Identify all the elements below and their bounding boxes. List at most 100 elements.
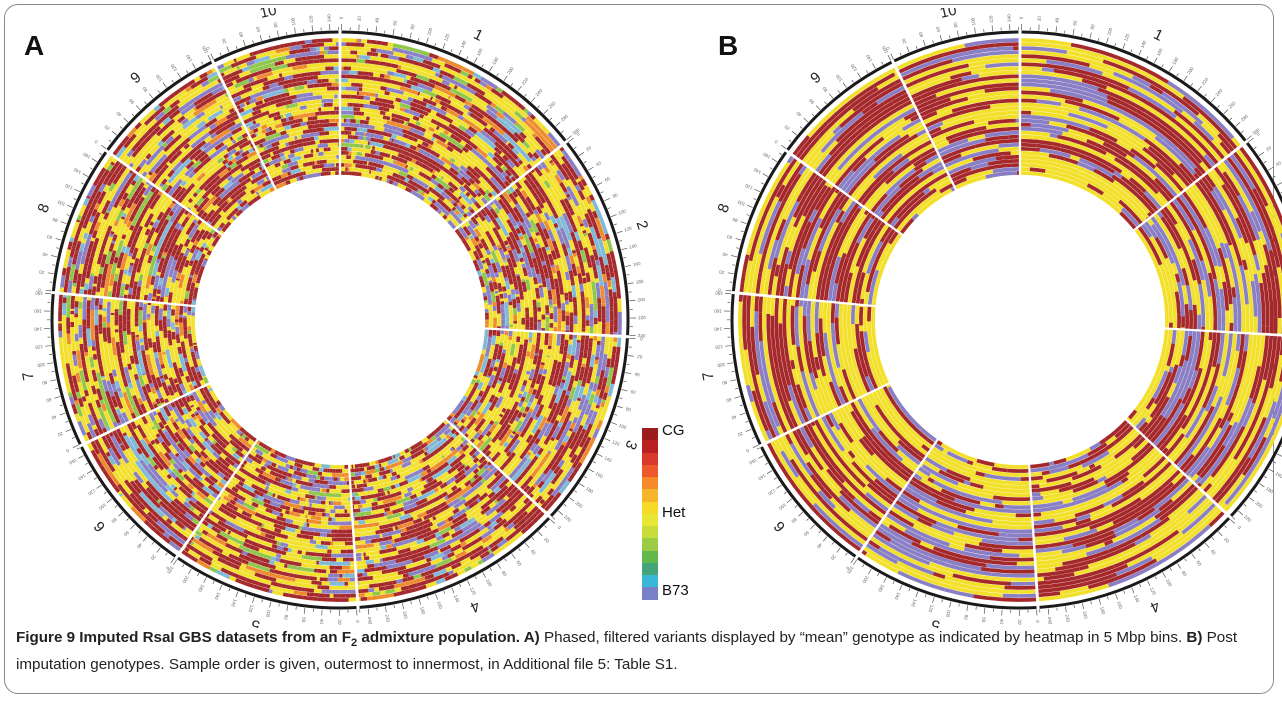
genotype-segment (561, 445, 569, 455)
genotype-segment (464, 495, 472, 502)
genotype-segment (397, 131, 404, 137)
genotype-segment (558, 398, 564, 406)
genotype-segment (583, 399, 590, 406)
genotype-segment (550, 352, 555, 360)
genotype-segment (458, 149, 464, 154)
genotype-segment (508, 193, 516, 201)
genotype-segment (548, 401, 555, 410)
genotype-segment (373, 105, 380, 110)
genotype-segment (546, 504, 552, 510)
genotype-segment (595, 368, 602, 377)
genotype-segment (448, 123, 453, 128)
genotype-segment (459, 399, 465, 405)
genotype-segment (410, 119, 417, 125)
genotype-segment (472, 409, 478, 415)
genotype-segment (421, 159, 426, 164)
genotype-segment (498, 449, 503, 454)
genotype-segment (547, 138, 555, 146)
genotype-segment (447, 207, 452, 213)
genotype-segment (478, 381, 484, 388)
genotype-segment (400, 90, 404, 95)
genotype-segment (525, 393, 532, 401)
genotype-segment (465, 444, 470, 449)
genotype-segment (530, 169, 536, 174)
genotype-segment (450, 466, 457, 472)
genotype-segment (443, 162, 450, 169)
genotype-segment (577, 197, 583, 203)
genotype-segment (493, 412, 500, 419)
genotype-segment (492, 161, 498, 168)
genotype-segment (526, 122, 533, 128)
genotype-segment (551, 481, 560, 491)
genotype-segment (589, 417, 596, 425)
genotype-segment (479, 265, 484, 270)
genotype-segment (380, 492, 384, 497)
genotype-segment (587, 388, 593, 393)
genotype-segment (499, 208, 505, 213)
genotype-segment (472, 205, 477, 211)
genotype-segment (444, 63, 449, 68)
genotype-segment (507, 414, 513, 420)
genotype-segment (513, 352, 519, 358)
genotype-segment (415, 183, 421, 189)
genotype-segment (549, 278, 555, 286)
genotype-segment (382, 160, 388, 166)
genotype-segment (476, 102, 485, 110)
genotype-segment (522, 206, 529, 214)
genotype-segment (517, 480, 524, 487)
genotype-segment (509, 370, 514, 374)
genotype-segment (469, 184, 474, 189)
genotype-segment (492, 244, 499, 252)
genotype-segment (476, 258, 481, 263)
genotype-segment (418, 148, 422, 153)
genotype-segment (405, 496, 412, 502)
genotype-segment (454, 430, 460, 437)
genotype-segment (377, 143, 383, 148)
genotype-segment (465, 222, 470, 228)
genotype-segment (493, 200, 498, 204)
genotype-segment (450, 199, 456, 205)
genotype-segment (436, 90, 445, 97)
genotype-segment (486, 290, 491, 295)
genotype-segment (526, 231, 532, 238)
genotype-segment (473, 220, 479, 225)
genotype-segment (544, 486, 551, 494)
genotype-segment (414, 86, 421, 92)
genotype-segment (368, 527, 374, 532)
genotype-segment (489, 170, 495, 176)
genotype-segment (411, 81, 419, 87)
genotype-segment (465, 484, 473, 492)
genotype-segment (423, 502, 428, 507)
genotype-segment (404, 484, 408, 489)
genotype-segment (418, 180, 424, 186)
genotype-segment (455, 535, 461, 541)
genotype-segment (569, 433, 575, 439)
genotype-segment (428, 82, 436, 89)
genotype-segment (566, 185, 573, 193)
genotype-segment (578, 243, 584, 251)
genotype-segment (408, 161, 415, 168)
genotype-segment (469, 141, 474, 147)
genotype-segment (486, 423, 493, 430)
genotype-segment (413, 470, 420, 476)
genotype-segment (396, 174, 401, 179)
genotype-segment (581, 376, 587, 385)
genotype-segment (385, 498, 390, 504)
genotype-segment (450, 74, 455, 80)
genotype-segment (529, 438, 536, 445)
genotype-segment (496, 469, 501, 475)
genotype-segment (590, 437, 596, 442)
genotype-segment (430, 178, 435, 184)
genotype-segment (559, 382, 565, 390)
genotype-segment (423, 155, 429, 161)
genotype-segment (459, 111, 464, 116)
genotype-segment (509, 243, 514, 247)
genotype-segment (485, 458, 489, 463)
genotype-segment (441, 432, 447, 438)
genotype-segment (444, 103, 449, 108)
genotype-segment (490, 195, 495, 200)
genotype-segment (410, 454, 416, 460)
genotype-segment (374, 125, 381, 131)
genotype-segment (480, 390, 485, 394)
genotype-segment (517, 435, 523, 442)
